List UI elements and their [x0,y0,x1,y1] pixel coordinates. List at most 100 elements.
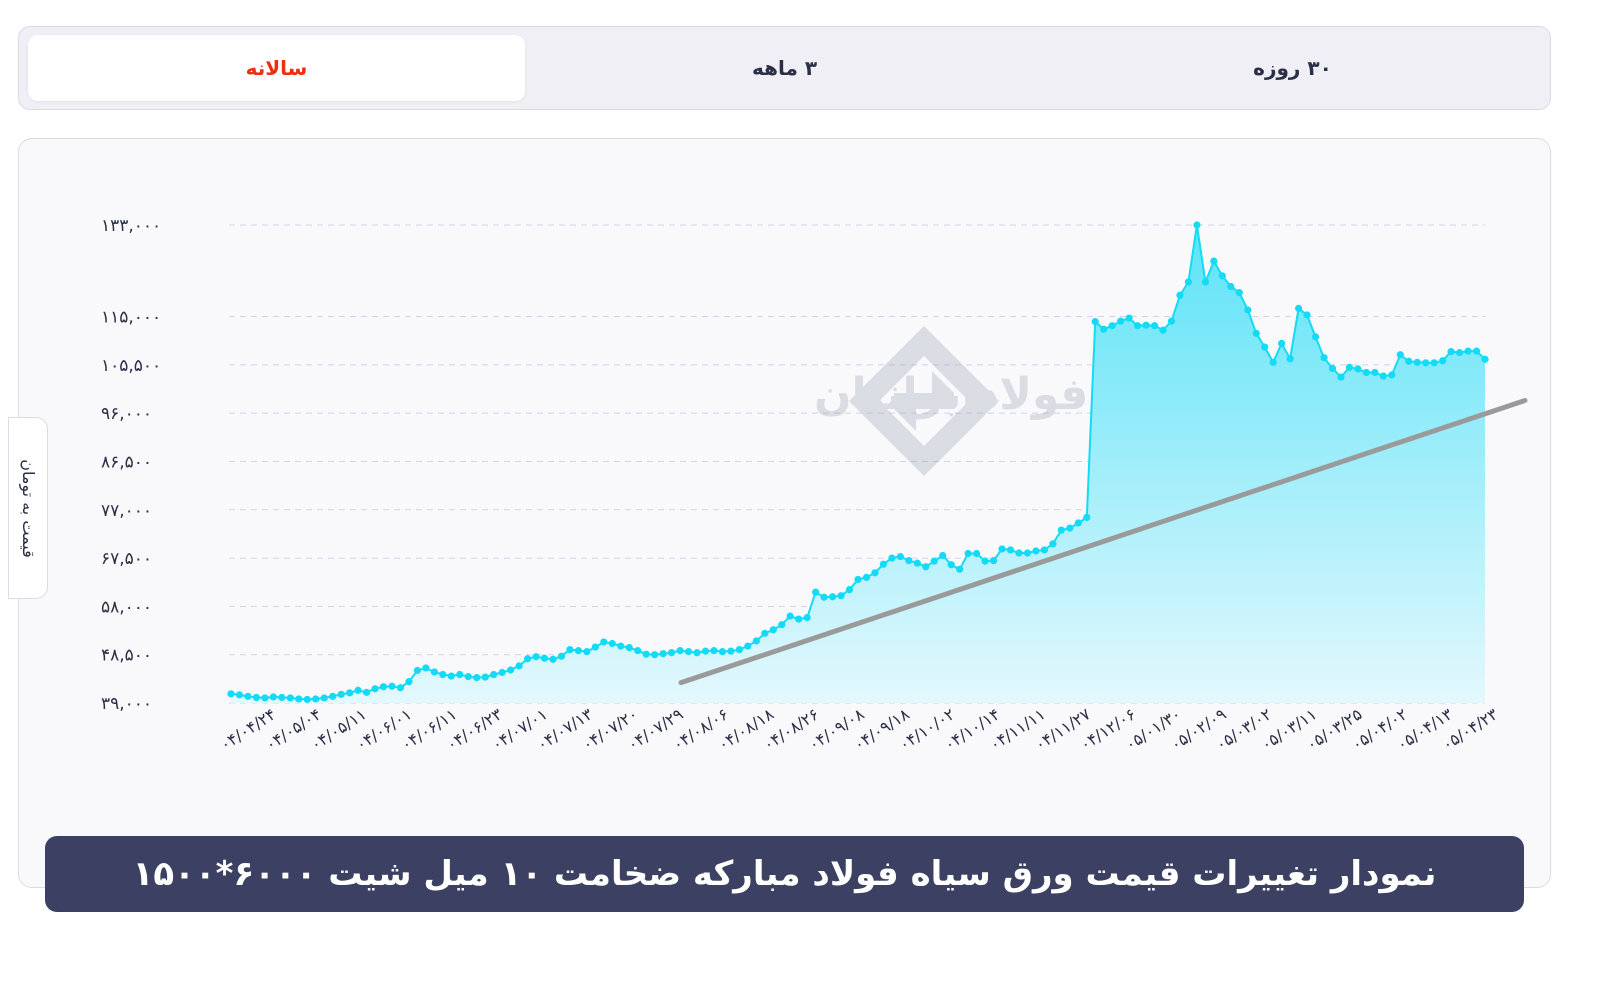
data-point[interactable] [1447,348,1455,356]
data-point[interactable] [337,690,345,698]
data-point[interactable] [303,695,311,704]
data-point[interactable] [1311,333,1320,341]
data-point[interactable] [515,662,523,670]
data-point[interactable] [549,655,557,663]
data-point[interactable] [1455,349,1464,357]
data-point[interactable] [1235,289,1243,297]
data-point[interactable] [312,695,320,703]
data-point[interactable] [1362,368,1370,377]
data-point[interactable] [1472,347,1481,355]
data-point[interactable] [1100,325,1108,333]
data-point[interactable] [778,621,786,629]
data-point[interactable] [989,557,998,565]
tab-3-months[interactable]: ۳ ماهه [751,56,818,80]
data-point[interactable] [1210,257,1218,265]
data-point[interactable] [879,560,888,568]
data-point[interactable] [956,565,964,573]
data-point[interactable] [744,642,752,650]
data-point[interactable] [625,643,633,652]
data-point[interactable] [329,692,337,700]
data-point[interactable] [803,613,811,622]
data-point[interactable] [1193,221,1201,229]
data-point[interactable] [1379,372,1387,380]
data-point[interactable] [752,637,760,645]
data-point[interactable] [422,664,430,672]
data-point[interactable] [795,615,803,623]
data-point[interactable] [828,593,837,601]
data-point[interactable] [1134,322,1142,330]
data-point[interactable] [651,651,659,659]
data-point[interactable] [1015,549,1023,557]
data-point[interactable] [354,686,362,694]
data-point[interactable] [617,642,625,650]
data-point[interactable] [922,563,930,571]
data-point[interactable] [1294,304,1303,312]
data-point[interactable] [727,647,735,655]
data-point[interactable] [1167,317,1176,325]
data-point[interactable] [1320,354,1328,362]
data-point[interactable] [1371,368,1379,377]
data-point[interactable] [1142,321,1150,329]
data-point[interactable] [973,549,981,558]
data-point[interactable] [871,569,879,577]
data-point[interactable] [1388,371,1396,379]
data-point[interactable] [701,647,710,655]
data-point[interactable] [278,693,286,702]
data-point[interactable] [1244,306,1252,314]
data-point[interactable] [1006,546,1015,554]
data-point[interactable] [693,649,701,657]
data-point[interactable] [1083,513,1091,521]
data-point[interactable] [1150,322,1159,330]
data-point[interactable] [1337,373,1345,381]
data-point[interactable] [1159,326,1167,334]
data-point[interactable] [1057,526,1065,534]
data-point[interactable] [1345,363,1354,371]
data-point[interactable] [286,694,294,702]
data-point[interactable] [1091,318,1099,326]
data-point[interactable] [939,551,947,560]
data-point[interactable] [456,670,464,679]
data-point[interactable] [1201,278,1209,286]
data-point[interactable] [1125,314,1133,322]
data-point[interactable] [1422,359,1430,367]
data-point[interactable] [947,561,955,569]
data-point[interactable] [532,653,540,661]
data-point[interactable] [1464,347,1472,355]
data-point[interactable] [769,626,777,634]
data-point[interactable] [583,648,591,656]
data-point[interactable] [1023,549,1032,557]
data-point[interactable] [608,639,616,648]
data-point[interactable] [261,694,269,702]
data-point[interactable] [913,559,921,567]
data-point[interactable] [1396,351,1404,359]
data-point[interactable] [837,592,845,600]
data-point[interactable] [244,692,252,700]
data-point[interactable] [498,668,506,677]
data-point[interactable] [295,695,303,703]
data-point[interactable] [1184,278,1193,286]
data-point[interactable] [439,670,447,679]
data-point[interactable] [684,648,693,656]
data-point[interactable] [862,573,871,581]
data-point[interactable] [1227,282,1235,291]
data-point[interactable] [1261,343,1269,351]
data-point[interactable] [905,557,913,565]
data-point[interactable] [1303,311,1311,319]
data-point[interactable] [1040,546,1049,554]
data-point[interactable] [252,693,261,702]
data-point[interactable] [1286,355,1294,363]
data-point[interactable] [1032,547,1040,555]
data-point[interactable] [507,666,515,674]
data-point[interactable] [490,670,498,679]
data-point[interactable] [1405,357,1413,365]
data-point[interactable] [523,655,532,663]
data-point[interactable] [235,691,244,699]
data-point[interactable] [820,593,828,601]
data-point[interactable] [379,683,388,691]
tab-yearly[interactable]: سالانه [28,35,525,101]
data-point[interactable] [761,629,769,637]
data-point[interactable] [1269,358,1277,366]
data-point[interactable] [447,672,455,680]
data-point[interactable] [1430,359,1438,367]
data-point[interactable] [896,552,904,561]
